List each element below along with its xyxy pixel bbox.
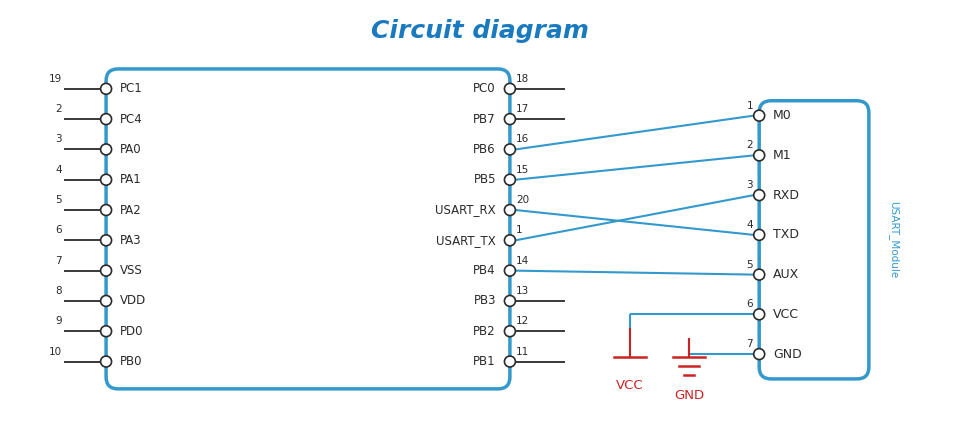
Text: 6: 6: [56, 225, 62, 236]
Circle shape: [504, 265, 516, 276]
Circle shape: [101, 296, 111, 306]
Circle shape: [504, 356, 516, 367]
Text: USART_Module: USART_Module: [888, 201, 900, 278]
Circle shape: [754, 309, 765, 320]
Text: PB5: PB5: [473, 173, 496, 186]
Text: M1: M1: [773, 149, 792, 162]
Text: M0: M0: [773, 109, 792, 122]
Text: PA2: PA2: [120, 203, 142, 217]
Text: 1: 1: [747, 101, 754, 111]
Text: VDD: VDD: [120, 294, 146, 308]
Text: PB1: PB1: [473, 355, 496, 368]
Text: 2: 2: [56, 104, 62, 114]
Text: 9: 9: [56, 316, 62, 326]
Text: VSS: VSS: [120, 264, 143, 277]
Text: 4: 4: [747, 220, 754, 230]
Text: PB2: PB2: [473, 325, 496, 338]
Text: PB0: PB0: [120, 355, 142, 368]
Text: 5: 5: [56, 195, 62, 205]
Circle shape: [101, 144, 111, 155]
Text: 18: 18: [516, 74, 529, 84]
Text: PC1: PC1: [120, 82, 143, 95]
Circle shape: [754, 110, 765, 121]
Circle shape: [504, 144, 516, 155]
Circle shape: [101, 114, 111, 124]
Text: PB6: PB6: [473, 143, 496, 156]
Circle shape: [101, 326, 111, 337]
Text: 2: 2: [747, 140, 754, 151]
Text: 14: 14: [516, 256, 529, 266]
Text: 19: 19: [49, 74, 62, 84]
Circle shape: [101, 356, 111, 367]
Text: PA1: PA1: [120, 173, 142, 186]
Text: GND: GND: [773, 347, 802, 361]
Text: VCC: VCC: [615, 379, 643, 392]
Text: PB4: PB4: [473, 264, 496, 277]
Circle shape: [504, 326, 516, 337]
Circle shape: [504, 205, 516, 215]
Text: 16: 16: [516, 134, 529, 145]
Text: AUX: AUX: [773, 268, 800, 281]
Text: 4: 4: [56, 165, 62, 175]
Text: Circuit diagram: Circuit diagram: [372, 19, 588, 43]
Circle shape: [101, 174, 111, 185]
Text: 20: 20: [516, 195, 529, 205]
Text: 5: 5: [747, 260, 754, 270]
Circle shape: [504, 83, 516, 94]
Text: 8: 8: [56, 286, 62, 296]
Text: 6: 6: [747, 299, 754, 309]
Text: 11: 11: [516, 347, 529, 356]
Text: PB3: PB3: [473, 294, 496, 308]
Circle shape: [504, 296, 516, 306]
Text: 17: 17: [516, 104, 529, 114]
Text: PA3: PA3: [120, 234, 142, 247]
Circle shape: [754, 269, 765, 280]
Text: TXD: TXD: [773, 228, 799, 242]
Text: 3: 3: [747, 180, 754, 190]
Circle shape: [754, 349, 765, 360]
Text: 10: 10: [49, 347, 62, 356]
Circle shape: [101, 83, 111, 94]
Text: 3: 3: [56, 134, 62, 145]
Text: 7: 7: [747, 339, 754, 349]
Text: 7: 7: [56, 256, 62, 266]
Circle shape: [504, 235, 516, 246]
Text: PA0: PA0: [120, 143, 142, 156]
Circle shape: [101, 265, 111, 276]
Circle shape: [754, 230, 765, 240]
Text: PB7: PB7: [473, 113, 496, 126]
Text: PD0: PD0: [120, 325, 144, 338]
Text: 1: 1: [516, 225, 522, 236]
Circle shape: [101, 235, 111, 246]
Text: USART_RX: USART_RX: [435, 203, 496, 217]
Text: RXD: RXD: [773, 189, 800, 202]
Text: VCC: VCC: [773, 308, 799, 321]
Text: PC4: PC4: [120, 113, 143, 126]
Text: GND: GND: [674, 389, 705, 402]
Circle shape: [754, 190, 765, 201]
Circle shape: [101, 205, 111, 215]
Circle shape: [504, 174, 516, 185]
Text: 13: 13: [516, 286, 529, 296]
Text: USART_TX: USART_TX: [436, 234, 496, 247]
Text: PC0: PC0: [473, 82, 496, 95]
Circle shape: [504, 114, 516, 124]
Circle shape: [754, 150, 765, 161]
Text: 15: 15: [516, 165, 529, 175]
Text: 12: 12: [516, 316, 529, 326]
